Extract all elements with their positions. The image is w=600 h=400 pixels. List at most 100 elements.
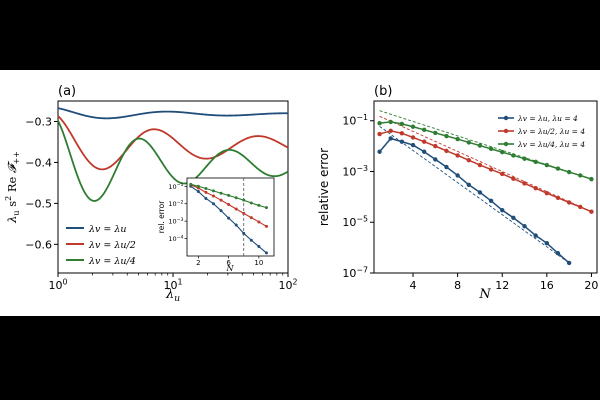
b-point-red (488, 167, 494, 172)
panel-a: (a) 100 101 102−0.6−0.5−0.4−0.3 λu λu s2 R… (4, 84, 298, 304)
inset-point-blue (227, 216, 231, 220)
inset-point-green (257, 203, 261, 207)
legend-item-green: λv = λu/4 (66, 256, 136, 267)
a-ytick-label-0: −0.6 (25, 238, 52, 251)
legend-item-red: λv = λu/2 (66, 240, 136, 251)
inset-point-red (249, 216, 253, 220)
panel-a-legend: λv = λu λv = λu/2 λv = λu/4 (66, 224, 136, 267)
b-point-green (544, 162, 550, 168)
b-point-green (388, 119, 393, 125)
a-xtick-label-0: 100 (48, 277, 67, 292)
panel-b-ticks: 4 8 12 16 20 10−1 10−3 10−5 10−7 (342, 113, 598, 292)
inset-point-blue (249, 238, 253, 242)
panel-b: (b) 4 8 12 16 20 10−1 10−3 10−5 10−7 N relative … (317, 84, 598, 302)
b-point-blue (466, 182, 471, 187)
inset-xtick-label-0: 2 (196, 259, 200, 267)
inset-point-red (219, 198, 223, 202)
inset-ytick-label-2: 10−3 (168, 217, 183, 226)
b-point-blue (477, 190, 483, 195)
bottom-black-band (0, 316, 600, 400)
inset-point-green (189, 182, 193, 186)
b-point-blue (488, 198, 494, 204)
b-point-blue (421, 149, 427, 154)
b-point-green (555, 166, 561, 171)
b-xtick-label-2: 12 (495, 279, 509, 292)
b-point-red (533, 185, 538, 191)
b-ytick-label-1: 10−3 (342, 164, 368, 179)
inset-series (189, 182, 268, 255)
b-point-red (500, 171, 505, 177)
a-series-line-blue (57, 107, 288, 120)
a-xtick-label-1: 101 (163, 277, 182, 292)
inset-point-blue (204, 196, 208, 200)
b-point-blue (444, 164, 449, 170)
b-point-green (589, 176, 594, 182)
panel-b-label: (b) (374, 84, 392, 99)
b-point-green (500, 149, 505, 155)
inset-point-green (242, 198, 246, 202)
panel-a-series (57, 107, 289, 202)
b-point-red (522, 181, 527, 186)
legend-label-a-red: λv = λu/2 (88, 240, 136, 251)
inset-point-blue (264, 251, 268, 255)
b-point-green (433, 130, 438, 136)
inset-point-green (234, 196, 238, 200)
b-point-green (522, 156, 527, 161)
b-point-green (511, 153, 516, 158)
b-point-green (399, 121, 405, 127)
panel-a-label: (a) (58, 84, 76, 99)
b-point-red (466, 157, 471, 163)
a-series-line-red (57, 115, 289, 171)
b-ytick-label-0: 10−1 (342, 113, 368, 128)
b-fit-line-blue (379, 126, 570, 264)
inset-point-green (227, 193, 231, 197)
inset-point-red (227, 203, 231, 207)
inset-point-blue (257, 245, 261, 249)
inset-point-blue (219, 209, 223, 213)
b-point-green (488, 146, 494, 152)
a-xtick-label-2: 102 (278, 277, 297, 292)
b-point-red (421, 139, 427, 144)
panel-b-frame (373, 100, 598, 274)
b-point-red (377, 131, 382, 137)
inset-point-red (264, 224, 268, 228)
legend-item-blue: λv = λu (66, 224, 127, 235)
legend-item-b-green: λv = λu/4, λu = 4 (498, 140, 585, 149)
b-point-red (444, 148, 449, 154)
b-ytick-label-2: 10−5 (342, 215, 368, 230)
inset-ticks: 2 6 10 10−1 10−2 10−3 10−4 (168, 178, 263, 267)
panel-b-xlabel: N (478, 287, 491, 302)
legend-item-b-blue: λv = λu, λu = 4 (498, 114, 578, 123)
legend-label-a-green: λv = λu/4 (88, 256, 136, 267)
inset-point-red (204, 190, 208, 194)
inset-ytick-label-3: 10−4 (168, 234, 183, 243)
legend-label-b-blue: λv = λu, λu = 4 (517, 114, 578, 123)
b-point-blue (544, 240, 550, 246)
inset-frame (186, 177, 275, 257)
inset-ytick-label-0: 10−1 (168, 182, 183, 191)
b-point-blue (455, 173, 460, 178)
b-ytick-label-3: 10−7 (342, 265, 368, 280)
inset-point-blue (196, 190, 200, 194)
b-point-red (555, 195, 561, 200)
b-point-green (377, 121, 382, 126)
b-point-red (544, 190, 550, 196)
b-point-blue (410, 142, 416, 148)
b-point-red (399, 131, 405, 136)
panel-a-inset: 2 6 10 10−1 10−2 10−3 10−4 rel. error N (157, 177, 275, 273)
panel-b-series (377, 119, 594, 266)
inset-point-green (219, 191, 223, 195)
panel-b-legend: λv = λu, λu = 4 λv = λu/2, λu = 4 λv = λ… (498, 114, 585, 149)
b-point-red (578, 204, 583, 210)
panel-a-ylabel: λu s2 Re 𝓕++ (4, 151, 21, 224)
b-point-blue (555, 251, 561, 256)
inset-point-green (264, 206, 268, 210)
inset-point-green (211, 189, 215, 193)
inset-point-green (196, 184, 200, 188)
legend-label-b-red: λv = λu/2, λu = 4 (517, 127, 585, 136)
b-point-blue (399, 139, 405, 144)
b-point-green (410, 124, 416, 129)
b-point-blue (377, 149, 382, 154)
b-point-red (477, 162, 483, 168)
